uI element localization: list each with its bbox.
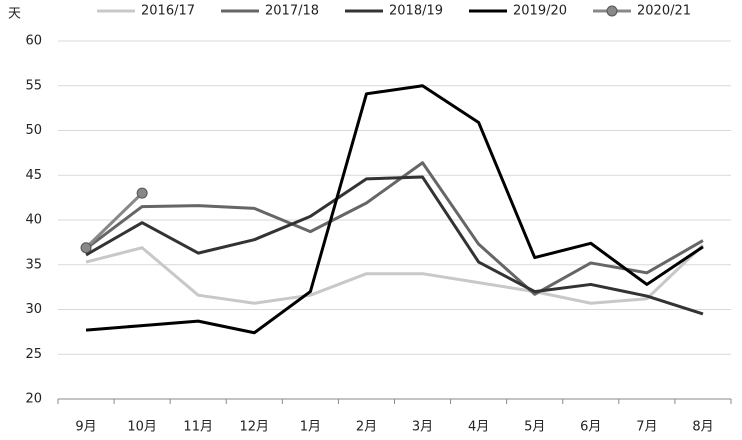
x-tick-label: 6月 <box>580 420 601 435</box>
series-line <box>85 161 704 296</box>
legend-label: 2016/17 <box>141 4 195 19</box>
x-tick-label: 11月 <box>183 420 213 435</box>
x-tick-label: 4月 <box>468 420 489 435</box>
legend-label: 2019/20 <box>513 4 567 19</box>
series-line <box>85 243 704 305</box>
legend-label: 2020/21 <box>637 4 691 19</box>
y-axis-label: 天 <box>8 7 21 22</box>
series-line <box>85 175 704 316</box>
y-tick-label: 45 <box>25 168 42 183</box>
y-tick-label: 25 <box>25 347 42 362</box>
series-line <box>85 84 704 335</box>
x-tick-label: 12月 <box>240 420 270 435</box>
y-tick-label: 50 <box>25 123 42 138</box>
y-tick-label: 20 <box>25 392 42 407</box>
legend-label: 2017/18 <box>265 4 319 19</box>
y-tick-label: 55 <box>25 78 42 93</box>
x-tick-label: 3月 <box>412 420 433 435</box>
y-tick-label: 35 <box>25 257 42 272</box>
x-tick-label: 5月 <box>524 420 545 435</box>
legend-marker <box>606 5 618 17</box>
x-tick-label: 2月 <box>356 420 377 435</box>
y-tick-label: 40 <box>25 213 42 228</box>
y-tick-label: 60 <box>25 34 42 49</box>
x-tick-label: 9月 <box>75 420 96 435</box>
series-marker <box>136 187 148 199</box>
x-tick-label: 8月 <box>692 420 713 435</box>
series-marker <box>80 242 92 254</box>
x-tick-label: 7月 <box>636 420 657 435</box>
x-tick-label: 1月 <box>300 420 321 435</box>
series-line <box>84 192 144 249</box>
x-tick-label: 10月 <box>127 420 157 435</box>
y-tick-label: 30 <box>25 302 42 317</box>
legend-label: 2018/19 <box>389 4 443 19</box>
